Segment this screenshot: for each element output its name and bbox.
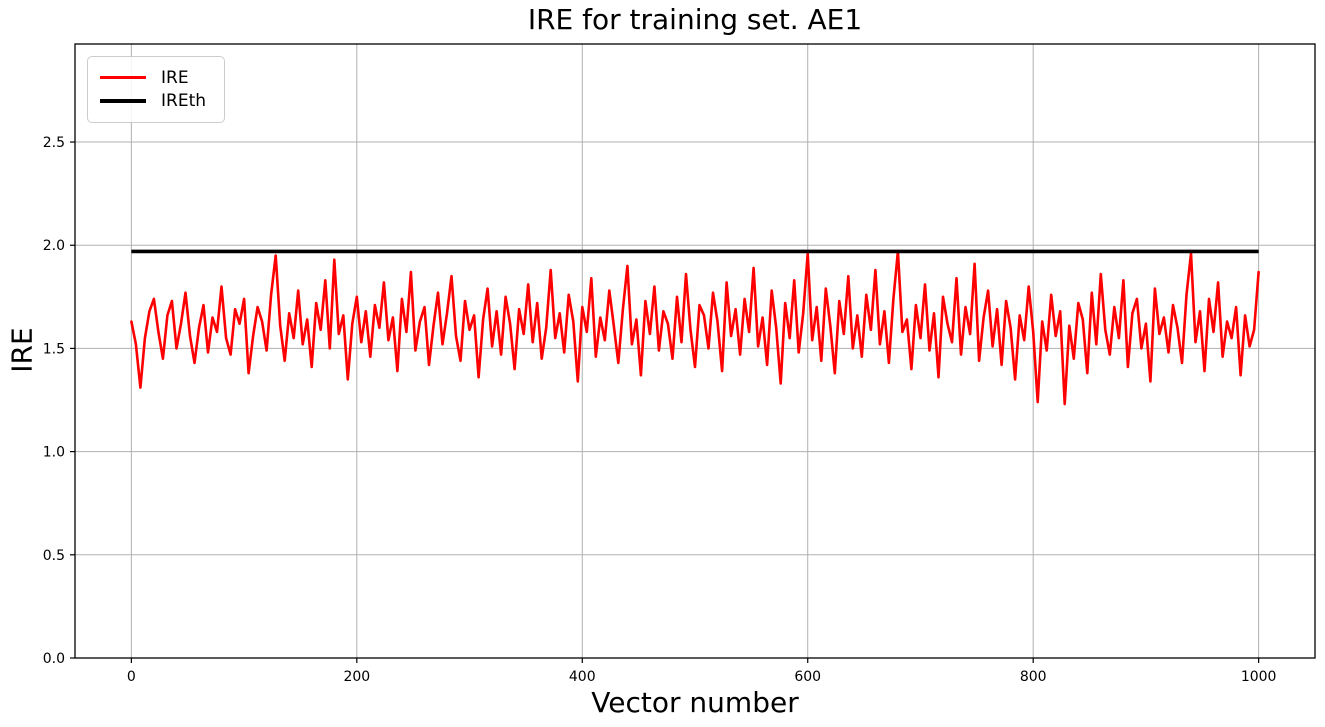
- legend-item-ire: IRE: [100, 66, 212, 90]
- x-axis-label: Vector number: [591, 686, 799, 719]
- x-tick-label: 200: [343, 669, 370, 685]
- axes-spines: [74, 43, 1316, 659]
- ireth-line-swatch-icon: [100, 99, 146, 104]
- y-tick-label: 2.5: [43, 135, 65, 151]
- series-line-ire: [130, 250, 1260, 406]
- legend-item-ireth: IREth: [100, 90, 212, 114]
- legend: IRE IREth: [87, 56, 225, 123]
- y-tick-label: 1.0: [43, 445, 65, 461]
- x-tick-label: 1000: [1241, 669, 1277, 685]
- legend-label-ireth: IREth: [161, 91, 207, 112]
- x-tick-label: 800: [1020, 669, 1047, 685]
- legend-label-ire: IRE: [161, 67, 189, 88]
- ire-line-swatch-icon: [100, 76, 146, 80]
- y-tick-label: 1.5: [43, 341, 65, 357]
- y-tick-label: 0.0: [43, 651, 65, 667]
- x-tick-label: 600: [794, 669, 821, 685]
- chart-title: IRE for training set. AE1: [527, 3, 863, 36]
- y-tick-label: 0.5: [43, 548, 65, 564]
- x-tick-label: 400: [569, 669, 596, 685]
- y-tick-label: 2.0: [43, 238, 65, 254]
- x-tick-label: 0: [127, 669, 136, 685]
